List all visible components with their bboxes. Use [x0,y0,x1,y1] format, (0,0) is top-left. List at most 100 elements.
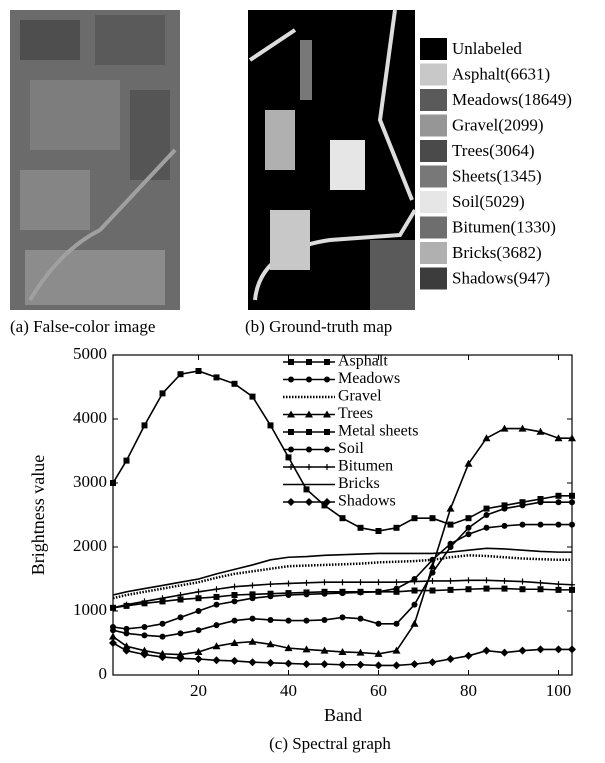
point [286,454,292,460]
point [232,618,238,624]
x-tick-label: 40 [280,681,297,700]
point [556,587,562,593]
point [124,458,130,464]
point [502,523,508,529]
point [286,580,292,586]
legend-marker [288,429,294,435]
point [232,584,238,590]
legend-swatch [420,140,447,162]
point [502,586,508,592]
point [569,499,575,505]
point [232,592,238,598]
point [285,659,293,667]
point [357,661,365,669]
legend-label: Gravel(2099) [452,115,544,134]
point [321,660,329,668]
point [268,422,274,428]
legend-label: Soil [338,440,364,457]
point [569,587,575,593]
point [214,374,220,380]
y-tick-label: 3000 [73,472,107,491]
legend-swatch [420,217,447,239]
point [214,622,220,628]
point [160,390,166,396]
point [268,617,274,623]
point [484,586,490,592]
point [160,634,166,640]
x-tick-label: 20 [190,681,207,700]
point [142,422,148,428]
point [339,661,347,669]
point [142,632,148,638]
y-axis-label: Brightness value [28,455,48,575]
point [213,656,221,664]
point [109,633,117,640]
point [412,515,418,521]
legend-marker [306,377,312,383]
point [304,618,310,624]
point [196,589,202,595]
legend-marker [288,377,294,383]
point [304,486,310,492]
series-line [113,525,572,629]
point [110,624,116,630]
point [268,593,274,599]
x-axis-label: Band [324,705,362,725]
legend-swatch [420,242,447,264]
point [304,591,310,597]
point [178,630,184,636]
point [465,652,473,660]
point [231,657,239,665]
legend-marker [306,359,312,365]
point [537,645,545,653]
point [109,639,117,647]
caption: (c) Spectral graph [269,734,391,753]
point [358,525,364,531]
point [411,660,419,668]
legend-swatch [420,115,447,137]
legend-marker [324,447,330,453]
point [466,515,472,521]
point [448,587,454,593]
legend-label: Shadows(947) [452,268,550,287]
point [250,595,256,601]
point [538,496,544,502]
point [250,616,256,622]
point [196,608,202,614]
map-legend: UnlabeledAsphalt(6631)Meadows(18649)Grav… [420,38,572,290]
point [340,590,346,596]
point [358,579,364,585]
point [142,624,148,630]
point [393,661,401,669]
point [502,578,508,584]
point [484,577,490,583]
legend-swatch [420,166,447,188]
point [501,649,509,657]
point [430,515,436,521]
point [304,580,310,586]
point [556,522,562,528]
point [466,586,472,592]
legend-label: Metal sheets [338,423,418,440]
legend-marker [324,359,330,365]
legend-label: Meadows(18649) [452,90,572,109]
point [376,589,382,595]
point [412,602,418,608]
point [376,621,382,627]
point [484,506,490,512]
point [484,525,490,531]
point [196,595,202,601]
point [520,499,526,505]
point [502,502,508,508]
point [412,588,418,594]
legend-marker [305,498,313,506]
point [358,616,364,622]
point [447,505,455,512]
point [322,591,328,597]
point [429,658,437,666]
point [538,522,544,528]
point [376,528,382,534]
point [466,525,472,531]
point [568,645,576,653]
legend-label: Bricks(3682) [452,243,542,262]
